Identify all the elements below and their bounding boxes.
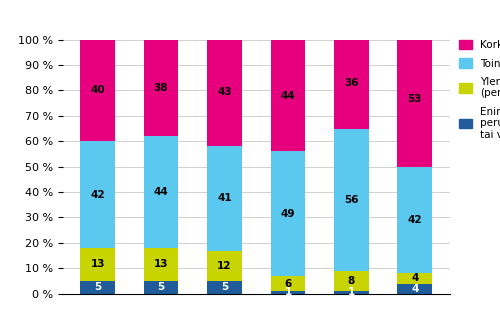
Bar	[144, 281, 178, 294]
Text: 4: 4	[411, 283, 418, 294]
Text: 13: 13	[154, 259, 168, 270]
Bar	[144, 136, 178, 248]
Text: 40: 40	[90, 85, 105, 95]
Text: 36: 36	[344, 78, 358, 88]
Bar	[144, 248, 178, 281]
Text: 38: 38	[154, 83, 168, 93]
Bar	[270, 291, 306, 294]
Bar	[270, 151, 306, 276]
Text: 1: 1	[284, 287, 292, 297]
Text: 41: 41	[217, 193, 232, 203]
Text: 42: 42	[90, 190, 105, 200]
Text: 12: 12	[218, 261, 232, 271]
Bar	[398, 32, 432, 167]
Bar	[144, 40, 178, 136]
Bar	[270, 40, 306, 151]
Bar	[207, 37, 242, 146]
Text: 44: 44	[280, 90, 295, 101]
Bar	[80, 248, 115, 281]
Text: 4: 4	[411, 274, 418, 283]
Bar	[270, 276, 306, 291]
Legend: Korkea-aste, Toinen aste, Ylempi perusaste
(peruskoulu), Enintään alempi
perusas: Korkea-aste, Toinen aste, Ylempi perusas…	[459, 40, 500, 140]
Bar	[207, 281, 242, 294]
Bar	[207, 250, 242, 281]
Text: 44: 44	[154, 187, 168, 197]
Bar	[334, 37, 369, 129]
Text: 13: 13	[90, 259, 105, 270]
Bar	[398, 167, 432, 273]
Text: 42: 42	[408, 215, 422, 225]
Text: 49: 49	[280, 209, 295, 219]
Bar	[398, 273, 432, 283]
Bar	[398, 283, 432, 294]
Text: 1: 1	[348, 287, 355, 297]
Text: 5: 5	[94, 282, 101, 292]
Bar	[80, 40, 115, 141]
Text: 53: 53	[408, 94, 422, 104]
Text: 5: 5	[158, 282, 164, 292]
Text: 8: 8	[348, 276, 355, 286]
Bar	[80, 281, 115, 294]
Text: 56: 56	[344, 195, 358, 205]
Bar	[80, 141, 115, 248]
Bar	[334, 291, 369, 294]
Bar	[334, 129, 369, 271]
Text: 5: 5	[221, 282, 228, 292]
Text: 6: 6	[284, 279, 292, 288]
Bar	[207, 146, 242, 250]
Bar	[334, 271, 369, 291]
Text: 43: 43	[217, 87, 232, 97]
